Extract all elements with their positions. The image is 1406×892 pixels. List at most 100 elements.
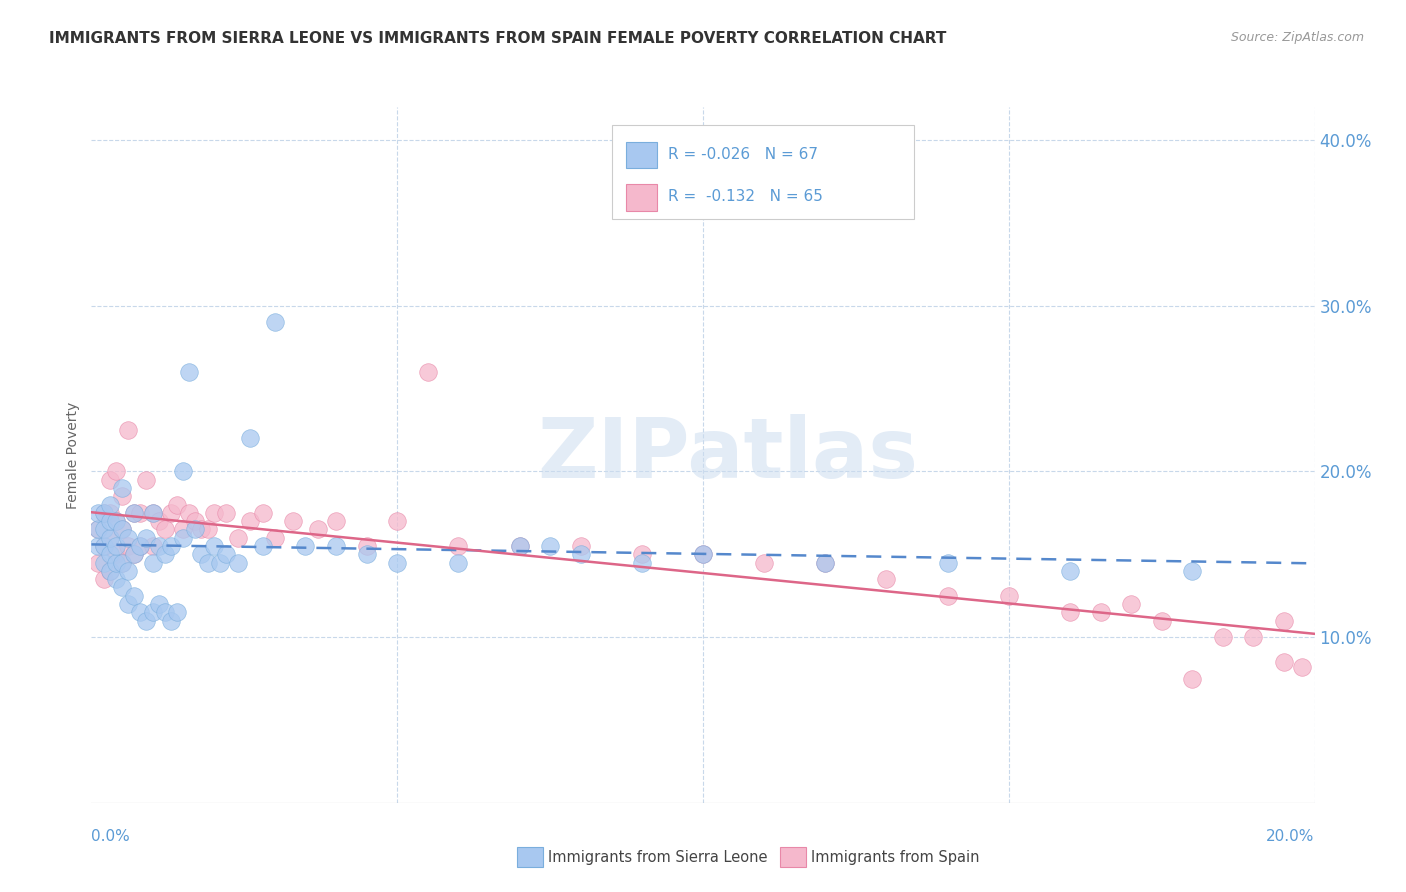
Point (166, 605, 188, 619)
Point (1272, 655, 1295, 669)
Text: Immigrants from Spain: Immigrants from Spain (811, 850, 980, 864)
Point (98, 514, 121, 528)
Point (117, 597, 139, 611)
Point (356, 539, 378, 553)
Point (208, 556, 231, 570)
Point (129, 539, 152, 553)
Point (98, 564, 121, 578)
Point (117, 531, 139, 545)
Point (754, 556, 776, 570)
Point (172, 531, 194, 545)
Point (385, 514, 409, 528)
Point (111, 556, 134, 570)
Point (98, 506, 121, 520)
Point (264, 315, 287, 329)
Point (1090, 605, 1112, 619)
Point (93, 506, 115, 520)
Point (569, 539, 592, 553)
Point (135, 531, 157, 545)
Text: 0.0%: 0.0% (91, 830, 131, 844)
Point (129, 539, 152, 553)
Point (936, 589, 959, 603)
Point (252, 506, 274, 520)
Point (129, 506, 152, 520)
Point (111, 581, 134, 595)
Point (202, 506, 225, 520)
Point (447, 556, 470, 570)
Point (1291, 660, 1313, 674)
Y-axis label: Female Poverty: Female Poverty (66, 401, 80, 508)
Point (153, 547, 176, 561)
Point (325, 514, 347, 528)
Point (86, 556, 108, 570)
Point (190, 523, 212, 537)
Point (135, 473, 157, 487)
Point (86, 523, 108, 537)
Point (1272, 614, 1295, 628)
Point (122, 589, 145, 603)
Point (86, 506, 108, 520)
Point (129, 605, 152, 619)
Point (215, 506, 238, 520)
Point (814, 556, 837, 570)
Text: IMMIGRANTS FROM SIERRA LEONE VS IMMIGRANTS FROM SPAIN FEMALE POVERTY CORRELATION: IMMIGRANTS FROM SIERRA LEONE VS IMMIGRAN… (49, 31, 946, 46)
Point (148, 597, 170, 611)
Point (252, 539, 274, 553)
Point (184, 523, 207, 537)
Point (631, 547, 654, 561)
Point (160, 506, 183, 520)
Point (631, 556, 654, 570)
Point (98, 531, 121, 545)
Point (122, 506, 145, 520)
Point (184, 514, 207, 528)
Point (692, 547, 714, 561)
Point (215, 547, 238, 561)
Text: R =  -0.132   N = 65: R = -0.132 N = 65 (668, 189, 823, 203)
Point (447, 539, 470, 553)
Point (325, 539, 347, 553)
Point (239, 431, 262, 445)
Point (86, 539, 108, 553)
Point (148, 514, 170, 528)
Text: Source: ZipAtlas.com: Source: ZipAtlas.com (1230, 31, 1364, 45)
Point (93, 556, 115, 570)
Point (179, 365, 201, 379)
Point (294, 539, 316, 553)
Point (135, 614, 157, 628)
Point (416, 365, 439, 379)
Point (356, 547, 378, 561)
Point (226, 556, 249, 570)
Point (141, 506, 163, 520)
Text: Immigrants from Sierra Leone: Immigrants from Sierra Leone (548, 850, 768, 864)
Point (153, 523, 176, 537)
Point (104, 556, 127, 570)
Point (93, 506, 115, 520)
Point (98, 564, 121, 578)
Point (1150, 614, 1173, 628)
Point (98, 547, 121, 561)
Point (1181, 672, 1204, 686)
Point (148, 539, 170, 553)
Point (509, 539, 531, 553)
Point (160, 614, 183, 628)
Point (104, 514, 127, 528)
Point (104, 539, 127, 553)
Point (111, 489, 134, 503)
Point (385, 556, 409, 570)
Point (179, 506, 201, 520)
Point (692, 547, 714, 561)
Point (172, 465, 194, 479)
Point (98, 498, 121, 512)
Text: R = -0.026   N = 67: R = -0.026 N = 67 (668, 146, 818, 161)
Point (111, 523, 134, 537)
Point (117, 423, 139, 437)
Text: 20.0%: 20.0% (1267, 830, 1315, 844)
Point (141, 556, 163, 570)
Point (166, 498, 188, 512)
Point (998, 589, 1021, 603)
Point (1212, 630, 1234, 644)
Point (936, 556, 959, 570)
Point (1121, 597, 1143, 611)
Point (141, 539, 163, 553)
Point (538, 539, 561, 553)
